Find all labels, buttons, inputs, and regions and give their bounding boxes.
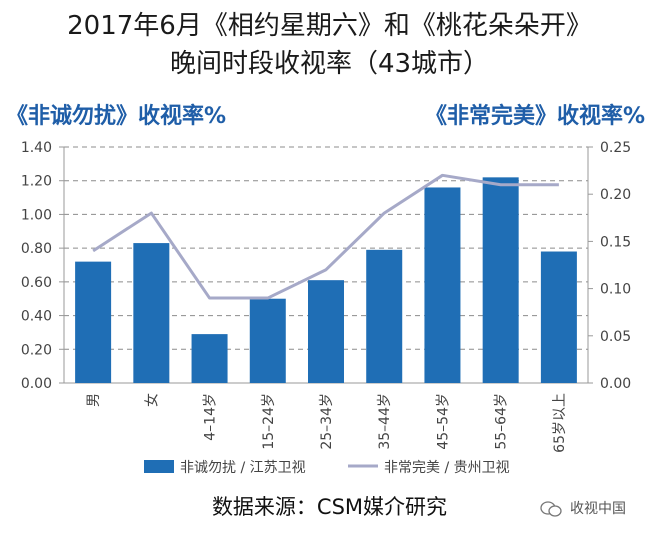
- data-source: 数据来源：CSM媒介研究: [211, 495, 448, 519]
- legend-label: 非诚勿扰 / 江苏卫视: [180, 460, 306, 476]
- right-tick-label: 0.00: [600, 376, 631, 392]
- bar: [540, 251, 577, 383]
- category-label: 男: [86, 393, 102, 407]
- category-label: 女: [143, 393, 160, 407]
- right-tick-label: 0.25: [600, 140, 631, 156]
- category-label: 15–24岁: [261, 393, 277, 450]
- chat-bubble-icon: [540, 501, 562, 517]
- bar: [191, 334, 228, 383]
- bar: [133, 243, 170, 383]
- right-axis-title: 《非常完美》收视率%: [424, 104, 645, 129]
- category-label: 35–44岁: [377, 393, 393, 450]
- bar: [249, 298, 286, 383]
- legend-bar-swatch: [144, 460, 174, 473]
- left-tick-label: 0.20: [21, 342, 52, 358]
- bar: [366, 249, 403, 383]
- right-tick-label: 0.05: [600, 329, 631, 345]
- chart-title-line1: 2017年6月《相约星期六》和《桃花朵朵开》: [67, 11, 592, 41]
- left-tick-label: 0.80: [21, 241, 52, 257]
- category-label: 55–64岁: [494, 393, 510, 450]
- left-tick-label: 1.40: [21, 140, 52, 156]
- left-tick-label: 0.60: [21, 275, 52, 291]
- bar: [75, 261, 112, 383]
- series-line: [92, 173, 559, 300]
- bar: [482, 177, 519, 383]
- right-tick-label: 0.15: [600, 234, 631, 250]
- left-tick-label: 0.00: [21, 376, 52, 392]
- category-label: 45–54岁: [435, 393, 451, 450]
- bar: [424, 187, 461, 383]
- category-label: 4–14岁: [203, 393, 219, 441]
- left-tick-label: 0.40: [21, 309, 52, 325]
- category-label: 65岁以上: [552, 393, 568, 453]
- legend-label: 非常完美 / 贵州卫视: [384, 460, 510, 476]
- right-tick-label: 0.10: [600, 282, 631, 298]
- left-tick-label: 1.20: [21, 174, 52, 190]
- watermark: 收视中国: [540, 500, 626, 518]
- right-tick-label: 0.20: [600, 187, 631, 203]
- category-label: 25–34岁: [319, 393, 335, 450]
- left-tick-label: 1.00: [21, 207, 52, 223]
- left-axis-title: 《非诚勿扰》收视率%: [6, 104, 227, 129]
- bar: [308, 280, 344, 383]
- chart-title-line2: 晚间时段收视率（43城市）: [169, 49, 490, 79]
- watermark-text: 收视中国: [570, 501, 626, 517]
